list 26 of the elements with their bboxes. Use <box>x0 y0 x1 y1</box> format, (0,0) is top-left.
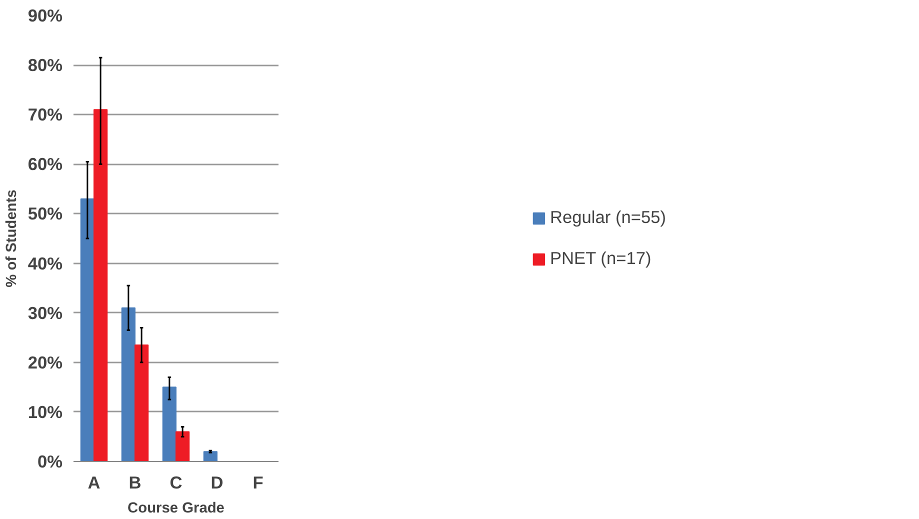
bar <box>134 344 149 462</box>
y-tick-label: 10% <box>28 402 63 422</box>
x-tick-label: C <box>170 472 183 492</box>
bar <box>80 198 94 462</box>
y-axis-title: % of Students <box>4 190 20 288</box>
legend-label: PNET (n=17) <box>550 248 652 269</box>
y-tick-label: 0% <box>37 452 62 472</box>
x-axis-title: Course Grade <box>128 500 224 516</box>
x-tick-label: F <box>252 472 264 492</box>
y-tick-label: 30% <box>28 302 63 323</box>
y-tick-label: 50% <box>28 204 63 224</box>
y-tick-label: 80% <box>28 55 63 76</box>
bar <box>121 307 136 462</box>
x-tick-label: A <box>88 472 101 492</box>
y-tick-label: 70% <box>28 104 63 125</box>
y-tick-label: 90% <box>28 6 63 26</box>
x-tick-label: D <box>210 472 224 492</box>
y-tick-label: 20% <box>28 352 63 372</box>
bar <box>203 451 218 462</box>
y-tick-label: 60% <box>28 154 63 174</box>
bar <box>162 386 176 462</box>
x-tick-label: B <box>128 472 142 492</box>
bar <box>176 431 190 462</box>
bar <box>94 109 108 462</box>
y-tick-label: 40% <box>28 253 63 274</box>
legend-label: Regular (n=55) <box>550 207 666 228</box>
